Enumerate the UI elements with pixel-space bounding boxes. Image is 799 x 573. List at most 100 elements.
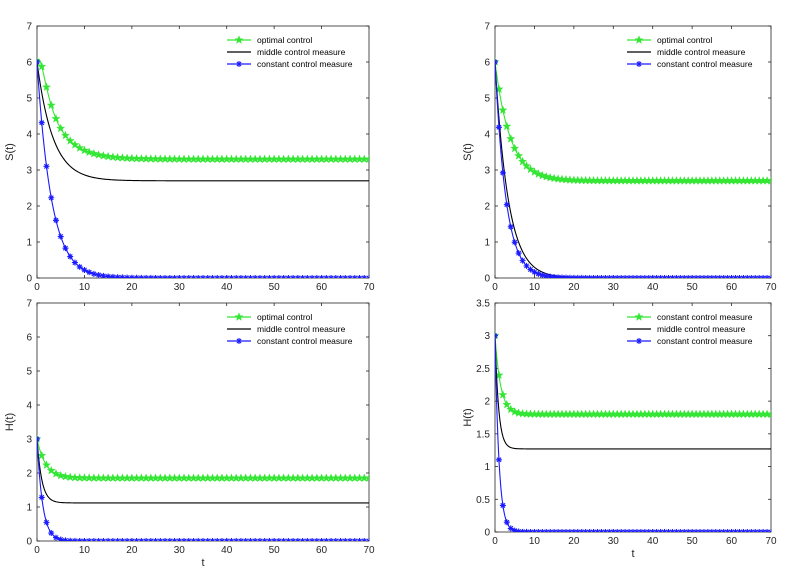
series-1-marker [60, 471, 70, 481]
legend-box [623, 32, 765, 74]
y-tick-label: 1 [484, 462, 490, 473]
x-tick-label: 60 [316, 282, 328, 293]
x-tick-label: 10 [79, 282, 91, 293]
series-1-marker [514, 151, 524, 160]
series-3-marker [147, 274, 154, 278]
series-3-marker [38, 119, 45, 126]
legend-marker [636, 338, 642, 344]
y-tick-label: 1 [26, 238, 32, 249]
series-3-marker [119, 274, 126, 278]
x-axis-label: t [631, 548, 634, 560]
series-1-marker [75, 143, 85, 152]
series-3-marker [71, 259, 78, 266]
x-tick-label: 40 [221, 545, 233, 556]
legend-entry-label: middle control measure [257, 324, 346, 334]
series-1-marker [502, 399, 512, 409]
series-1-marker [98, 151, 108, 160]
y-axis-label: S(t) [4, 143, 16, 161]
series-3-marker [38, 494, 45, 501]
x-tick-label: 70 [765, 536, 777, 547]
y-tick-label: 4 [484, 130, 490, 141]
series-1-marker [84, 147, 94, 157]
legend-marker [636, 61, 642, 67]
series-3-marker [57, 536, 64, 541]
y-tick-label: 4 [26, 401, 32, 412]
y-tick-label: 6 [26, 333, 32, 344]
series-1-marker [510, 143, 520, 153]
series-1-marker [502, 121, 512, 131]
y-tick-label: 7 [484, 22, 490, 33]
series-1-marker [103, 151, 113, 161]
series-3-marker [100, 272, 107, 278]
series-1-marker [537, 170, 547, 180]
series-1-marker [522, 161, 532, 170]
series-3-marker [57, 233, 64, 240]
series-3-marker [527, 528, 534, 532]
series-1-marker [506, 134, 516, 143]
series-line-2 [495, 335, 771, 450]
series-3-marker [515, 528, 522, 532]
series-3-marker [578, 274, 585, 278]
series-1-marker [46, 100, 56, 110]
series-3-marker [48, 194, 55, 201]
series-1-marker [364, 154, 369, 164]
legend-entry-label: constant control measure [657, 59, 753, 69]
series-1-marker [533, 169, 543, 178]
x-tick-label: 50 [687, 536, 699, 547]
x-tick-label: 60 [726, 536, 738, 547]
series-1-marker [51, 113, 61, 123]
y-tick-label: 5 [484, 94, 490, 105]
series-3-marker [562, 274, 569, 278]
legend-box [623, 309, 765, 351]
legend-entry-label: optimal control [257, 312, 312, 322]
series-3-marker [37, 59, 40, 65]
series-3-marker [81, 267, 88, 274]
y-tick-label: 0.5 [476, 495, 490, 506]
x-tick-label: 40 [647, 282, 659, 293]
x-tick-label: 70 [765, 282, 777, 293]
legend-entry-label: constant control measure [257, 59, 353, 69]
x-tick-label: 70 [363, 545, 375, 556]
series-3-marker [90, 538, 97, 541]
series-3-marker [105, 273, 112, 278]
legend-box [223, 309, 363, 351]
y-tick-label: 1 [26, 503, 32, 514]
series-3-marker [507, 525, 514, 532]
y-tick-label: 0 [484, 528, 490, 539]
y-tick-label: 5 [26, 367, 32, 378]
series-1-marker [510, 407, 520, 416]
series-3-marker [543, 273, 550, 278]
legend-marker [234, 35, 244, 44]
x-tick-label: 20 [126, 282, 138, 293]
series-3-marker [610, 275, 617, 278]
legend-entry-label: optimal control [257, 35, 312, 45]
series-1-marker [94, 150, 104, 159]
series-3-marker [495, 456, 502, 463]
series-3-marker [81, 537, 88, 541]
series-3-marker [566, 274, 573, 278]
series-3-marker [594, 274, 601, 278]
series-1-marker [79, 145, 89, 155]
x-tick-label: 0 [34, 282, 40, 293]
series-3-marker [128, 274, 135, 278]
series-3-marker [606, 274, 613, 278]
series-3-marker [185, 274, 192, 278]
series-3-marker [570, 274, 577, 278]
x-tick-label: 60 [316, 545, 328, 556]
chart-panel-4: 0 10 20 30 40 50 60 70 0 0.5 1 1.5 2 2.5 3 3.5 H(t) t cons… [462, 299, 777, 561]
y-tick-label: 3 [26, 166, 32, 177]
y-tick-label: 0 [26, 274, 32, 285]
series-1-marker [46, 465, 56, 475]
series-1-marker [506, 404, 516, 414]
x-tick-label: 60 [726, 282, 738, 293]
chart-panel-2: 0 10 20 30 40 50 60 70 0 1 2 3 4 5 6 7 S(t) optimal contr… [462, 22, 777, 294]
series-3-marker [535, 270, 542, 277]
series-3-marker [574, 274, 581, 278]
legend-entry-label: constant control measure [657, 336, 753, 346]
x-tick-label: 30 [174, 545, 186, 556]
y-tick-label: 2 [484, 397, 490, 408]
x-axis-label: t [201, 557, 204, 569]
series-1-marker [766, 176, 771, 185]
series-3-marker [190, 275, 197, 278]
